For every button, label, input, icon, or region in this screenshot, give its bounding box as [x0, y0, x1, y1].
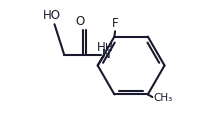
- Text: F: F: [112, 17, 118, 30]
- Text: HO: HO: [43, 9, 61, 22]
- Text: CH₃: CH₃: [153, 93, 172, 103]
- Text: H: H: [105, 43, 112, 53]
- Text: H: H: [97, 41, 106, 54]
- Text: N: N: [101, 48, 110, 61]
- Text: O: O: [76, 15, 85, 28]
